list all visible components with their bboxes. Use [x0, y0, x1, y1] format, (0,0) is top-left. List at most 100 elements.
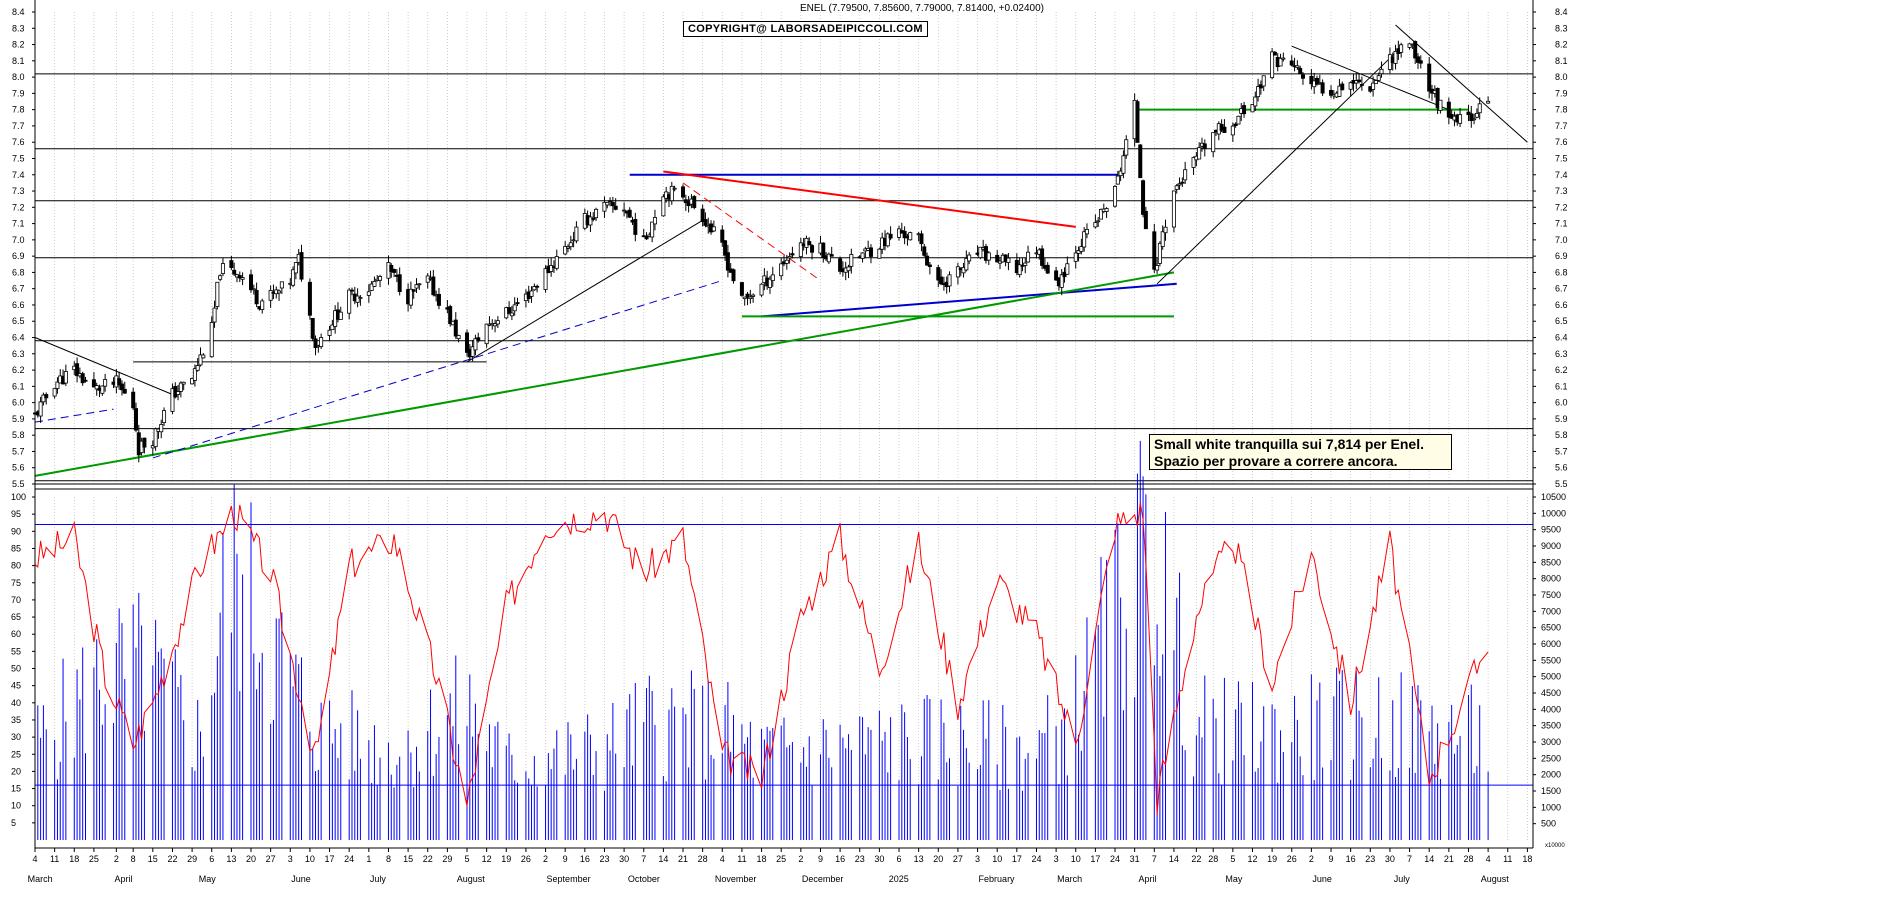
candle-body: [720, 229, 725, 243]
x-month-label: August: [457, 874, 486, 884]
candle-body: [41, 394, 46, 403]
x-tick-label: 12: [1247, 854, 1257, 864]
candle-body: [608, 200, 613, 203]
candle-body: [784, 259, 789, 264]
x-tick-label: 10: [305, 854, 315, 864]
candle-body: [313, 338, 318, 349]
x-tick-label: 12: [482, 854, 492, 864]
candle-body: [947, 274, 952, 287]
candle-body: [622, 209, 627, 212]
volume-bars: [34, 440, 1489, 840]
x-tick-label: 14: [1424, 854, 1434, 864]
y-tick-label-right: 7.2: [1555, 202, 1568, 212]
candle-body: [170, 388, 175, 412]
candle-body: [291, 269, 296, 286]
candle-body: [201, 354, 206, 359]
candle-body: [1152, 231, 1157, 270]
y-tick-label-right: 5.6: [1555, 463, 1568, 473]
x-tick-label: 2: [114, 854, 119, 864]
volume-unit-label: x10000: [1545, 843, 1565, 849]
y-tick-label: 5.6: [12, 463, 25, 473]
candle-body: [355, 295, 360, 303]
candle-body: [936, 267, 941, 281]
candle-body: [610, 202, 615, 207]
x-tick-label: 17: [1090, 854, 1100, 864]
candle-body: [798, 242, 803, 257]
y-tick-label-right: 6.7: [1555, 284, 1568, 294]
oscillator-tick-label: 30: [11, 732, 21, 742]
volume-tick-label: 10000: [1541, 508, 1566, 518]
candle-body: [652, 217, 657, 225]
volume-tick-label: 500: [1541, 819, 1556, 829]
candle-body: [588, 216, 593, 226]
candle-body: [532, 286, 537, 291]
candle-body: [723, 240, 728, 256]
x-tick-label: 26: [521, 854, 531, 864]
candle-body: [495, 320, 500, 325]
candle-body: [644, 236, 649, 240]
oscillator-tick-label: 60: [11, 629, 21, 639]
x-tick-label: 24: [1110, 854, 1120, 864]
candle-body: [1006, 257, 1011, 263]
x-axis-labels: 4 11 18 25 2 8 15 22 29 6 13 20 27 3 10 17 24 1 8 15 22 29 5 12…: [28, 848, 1532, 884]
x-tick-label: 4: [720, 854, 725, 864]
candle-body: [299, 252, 304, 280]
y-tick-label-right: 8.1: [1555, 56, 1568, 66]
candle-body: [75, 363, 80, 377]
candle-body: [215, 281, 220, 307]
x-tick-label: 28: [698, 854, 708, 864]
oscillator-tick-label: 70: [11, 595, 21, 605]
x-tick-label: 4: [1486, 854, 1491, 864]
y-tick-label-right: 6.6: [1555, 300, 1568, 310]
candle-body: [414, 284, 419, 289]
x-month-label: August: [1481, 874, 1510, 884]
oscillator-line: [34, 502, 1533, 815]
y-tick-label-right: 8.0: [1555, 72, 1568, 82]
candle-body: [131, 391, 136, 409]
trendline: [1291, 45, 1450, 111]
y-tick-label-right: 8.3: [1555, 23, 1568, 33]
x-tick-label: 10: [992, 854, 1002, 864]
candle-body: [192, 368, 197, 381]
x-month-label: October: [628, 874, 660, 884]
candle-body: [448, 306, 453, 325]
y-tick-label: 7.6: [12, 137, 25, 147]
candle-body: [1379, 68, 1384, 75]
candle-body: [554, 256, 559, 269]
x-tick-label: 19: [1267, 854, 1277, 864]
x-tick-label: 31: [1130, 854, 1140, 864]
candle-body: [1079, 246, 1084, 252]
candle-body: [512, 304, 517, 312]
candle-body: [1174, 185, 1179, 190]
y-tick-label-right: 5.8: [1555, 430, 1568, 440]
x-tick-label: 22: [167, 854, 177, 864]
candle-body: [436, 293, 441, 306]
candle-body: [767, 278, 772, 289]
candle-body: [389, 265, 394, 272]
y-tick-label-right: 7.3: [1555, 186, 1568, 196]
x-tick-label: 6: [897, 854, 902, 864]
trendline-dashed: [34, 408, 114, 423]
candle-body: [627, 209, 632, 218]
candle-body: [1093, 222, 1098, 228]
y-tick-label: 6.4: [12, 333, 25, 343]
x-month-label: May: [199, 874, 217, 884]
candle-body: [133, 408, 138, 431]
y-tick-label-right: 5.5: [1555, 479, 1568, 489]
candle-body: [568, 242, 573, 248]
y-tick-label-right: 6.1: [1555, 381, 1568, 391]
x-tick-label: 21: [1444, 854, 1454, 864]
candle-body: [739, 282, 744, 296]
candle-body: [91, 379, 96, 388]
candle-body: [1171, 190, 1176, 228]
volume-tick-label: 5500: [1541, 655, 1561, 665]
candle-body: [327, 329, 332, 336]
x-tick-label: 16: [580, 854, 590, 864]
candle-body: [1466, 111, 1471, 116]
y-tick-label: 7.7: [12, 121, 25, 131]
candle-body: [1138, 144, 1143, 179]
candle-body: [633, 218, 638, 235]
y-tick-label: 8.4: [12, 7, 25, 17]
x-tick-label: 1: [366, 854, 371, 864]
candle-body: [1197, 147, 1202, 160]
